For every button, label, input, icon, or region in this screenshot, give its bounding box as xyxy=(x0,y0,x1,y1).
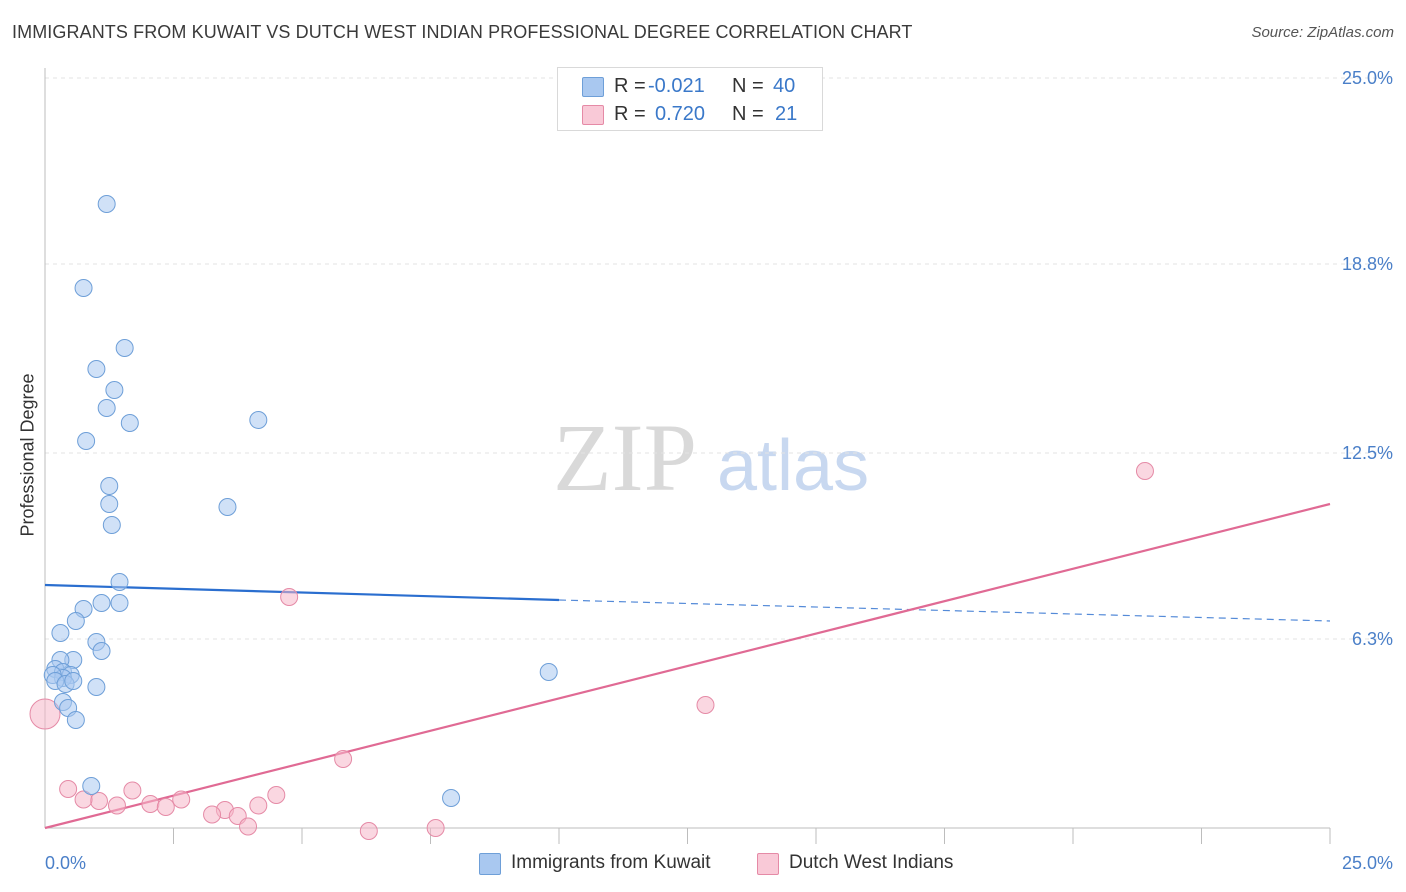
data-points xyxy=(29,195,1154,840)
y-tick-label: 25.0% xyxy=(1342,68,1393,88)
legend-r-label: R = xyxy=(614,75,646,97)
point-kuwait-3 xyxy=(87,360,106,378)
point-kuwait-37 xyxy=(442,789,461,807)
point-dutch-3 xyxy=(29,698,61,730)
point-kuwait-30 xyxy=(64,672,83,690)
series-label-dutch: Dutch West Indians xyxy=(789,852,954,873)
grid xyxy=(45,77,1392,640)
point-dutch-1 xyxy=(280,588,299,606)
point-dutch-18 xyxy=(239,817,258,836)
point-kuwait-35 xyxy=(539,663,558,681)
legend-n-label: N = xyxy=(732,103,764,125)
point-kuwait-13 xyxy=(110,573,129,591)
point-dutch-12 xyxy=(156,798,175,816)
trend-lines xyxy=(44,502,1331,830)
chart-source: Source: ZipAtlas.com xyxy=(1251,24,1394,41)
correlation-legend: R = -0.021 N = 40 R = 0.720 N = 21 xyxy=(557,67,823,131)
point-dutch-19 xyxy=(359,822,378,840)
point-kuwait-20 xyxy=(92,642,111,660)
series-label-kuwait: Immigrants from Kuwait xyxy=(511,852,711,873)
legend-swatch-pink xyxy=(582,105,604,125)
point-kuwait-5 xyxy=(97,399,116,417)
point-dutch-0 xyxy=(1135,462,1154,480)
point-kuwait-12 xyxy=(218,498,237,516)
legend-n-value: 21 xyxy=(775,103,798,125)
point-dutch-11 xyxy=(141,795,160,813)
trend-line-dutch xyxy=(44,502,1331,830)
point-kuwait-15 xyxy=(92,594,111,612)
y-tick-label: 12.5% xyxy=(1342,443,1393,463)
point-kuwait-36 xyxy=(82,777,101,795)
point-dutch-5 xyxy=(59,780,78,798)
x-tick-label-max: 25.0% xyxy=(1342,853,1393,873)
point-kuwait-8 xyxy=(249,411,268,429)
point-kuwait-17 xyxy=(66,612,85,630)
x-tick-label-min: 0.0% xyxy=(45,853,86,873)
point-kuwait-11 xyxy=(102,516,121,534)
point-dutch-10 xyxy=(172,790,191,809)
watermark: ZIP atlas xyxy=(553,404,869,511)
legend-r-value: 0.720 xyxy=(655,103,706,125)
point-dutch-20 xyxy=(426,819,445,837)
point-dutch-6 xyxy=(123,781,142,800)
y-tick-label: 18.8% xyxy=(1342,254,1393,274)
point-kuwait-0 xyxy=(97,195,116,213)
point-kuwait-6 xyxy=(120,414,139,432)
point-dutch-7 xyxy=(89,792,108,810)
point-kuwait-18 xyxy=(51,624,70,642)
legend-n-label: N = xyxy=(732,75,764,97)
point-kuwait-10 xyxy=(100,495,119,513)
tick-labels: 6.3% 12.5% 18.8% 25.0% 0.0% 25.0% xyxy=(45,68,1393,873)
point-kuwait-31 xyxy=(87,678,106,696)
watermark-atlas: atlas xyxy=(717,426,869,506)
point-dutch-9 xyxy=(107,796,126,815)
point-dutch-2 xyxy=(696,696,715,714)
point-kuwait-14 xyxy=(110,594,129,612)
point-kuwait-34 xyxy=(66,711,85,729)
trend-line-kuwait-extrapolated xyxy=(558,599,1331,622)
legend-swatch-blue xyxy=(582,77,604,97)
point-dutch-17 xyxy=(203,805,222,824)
point-dutch-4 xyxy=(334,750,353,768)
trend-line-kuwait xyxy=(44,583,560,602)
chart-title: IMMIGRANTS FROM KUWAIT VS DUTCH WEST IND… xyxy=(12,22,913,42)
point-kuwait-4 xyxy=(105,381,124,399)
legend-r-label: R = xyxy=(614,103,646,125)
point-dutch-15 xyxy=(249,796,268,815)
point-dutch-8 xyxy=(74,790,93,809)
y-tick-label: 6.3% xyxy=(1352,629,1393,649)
point-kuwait-9 xyxy=(100,477,119,495)
point-kuwait-7 xyxy=(77,432,96,450)
legend-r-value: -0.021 xyxy=(648,75,705,97)
point-kuwait-2 xyxy=(115,339,134,357)
point-kuwait-1 xyxy=(74,279,93,297)
series-swatch-pink xyxy=(757,853,779,875)
series-swatch-blue xyxy=(479,853,501,875)
watermark-zip: ZIP xyxy=(553,404,697,511)
point-dutch-13 xyxy=(267,786,286,804)
legend-n-value: 40 xyxy=(773,75,796,97)
